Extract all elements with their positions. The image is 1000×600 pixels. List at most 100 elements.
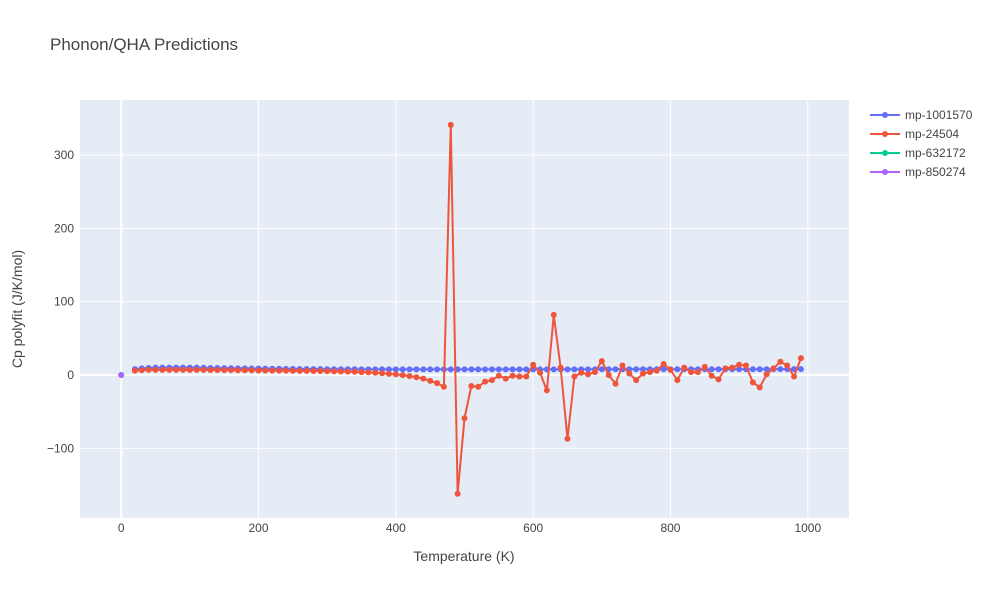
- legend-item[interactable]: mp-632172: [870, 146, 966, 160]
- data-point: [715, 376, 722, 383]
- data-point: [303, 367, 310, 374]
- data-point: [399, 366, 406, 373]
- data-point: [152, 366, 159, 373]
- data-point: [708, 366, 715, 373]
- data-point: [276, 367, 283, 374]
- data-point: [653, 367, 660, 374]
- data-point: [358, 369, 365, 376]
- legend-item[interactable]: mp-1001570: [870, 108, 973, 122]
- data-point: [482, 366, 489, 373]
- data-point: [289, 367, 296, 374]
- data-point: [454, 490, 461, 497]
- data-point: [248, 367, 255, 374]
- data-point: [564, 435, 571, 442]
- data-point: [262, 367, 269, 374]
- data-point: [179, 366, 186, 373]
- data-point: [344, 368, 351, 375]
- data-point: [379, 370, 386, 377]
- data-point: [743, 362, 750, 369]
- x-axis-label: Temperature (K): [413, 548, 514, 564]
- data-point: [241, 367, 248, 374]
- legend-label: mp-632172: [905, 146, 966, 160]
- series-mp-850274: [118, 372, 125, 378]
- data-point: [488, 366, 495, 373]
- y-axis-label: Cp polyfit (J/K/mol): [9, 250, 25, 368]
- chart-title: Phonon/QHA Predictions: [50, 35, 238, 54]
- data-point: [138, 367, 145, 374]
- data-point: [585, 371, 592, 378]
- data-point: [392, 371, 399, 378]
- data-point: [234, 367, 241, 374]
- data-point: [255, 367, 262, 374]
- data-point: [495, 366, 502, 373]
- data-point: [440, 383, 447, 390]
- data-point: [688, 369, 695, 376]
- data-point: [399, 372, 406, 379]
- y-tick-label: 200: [54, 221, 74, 235]
- data-point: [420, 366, 427, 373]
- data-point: [365, 369, 372, 376]
- y-tick-label: 100: [54, 295, 74, 309]
- data-point: [269, 367, 276, 374]
- legend-label: mp-1001570: [905, 108, 973, 122]
- data-point: [646, 369, 653, 376]
- data-point: [770, 365, 777, 372]
- y-tick-label: 0: [67, 368, 74, 382]
- data-point: [763, 366, 770, 373]
- data-point: [694, 369, 701, 376]
- data-point: [791, 373, 798, 380]
- x-tick-label: 200: [249, 521, 269, 535]
- data-point: [118, 372, 125, 378]
- data-point: [619, 362, 626, 369]
- data-point: [385, 366, 392, 373]
- data-point: [749, 379, 756, 386]
- data-point: [193, 366, 200, 373]
- data-point: [612, 380, 619, 387]
- y-tick-labels: −100 0 100 200 300: [47, 148, 74, 455]
- data-point: [173, 366, 180, 373]
- data-point: [729, 364, 736, 371]
- data-point: [523, 373, 530, 380]
- y-tick-label: −100: [47, 441, 74, 455]
- data-point: [557, 364, 564, 371]
- x-tick-label: 1000: [794, 521, 821, 535]
- data-point: [537, 369, 544, 376]
- data-point: [660, 361, 667, 367]
- data-point: [427, 377, 434, 384]
- data-point: [420, 375, 427, 382]
- data-point: [228, 367, 235, 374]
- data-point: [640, 366, 647, 373]
- data-point: [131, 367, 138, 374]
- data-point: [722, 365, 729, 372]
- data-point: [509, 372, 516, 379]
- data-point: [633, 377, 640, 384]
- legend-item[interactable]: mp-850274: [870, 165, 966, 179]
- legend-swatch-marker: [882, 169, 888, 175]
- data-point: [186, 366, 193, 373]
- data-point: [502, 366, 509, 373]
- data-point: [310, 367, 317, 374]
- data-point: [784, 362, 791, 369]
- data-point: [488, 377, 495, 384]
- data-point: [756, 384, 763, 391]
- data-point: [598, 366, 605, 373]
- data-point: [475, 383, 482, 390]
- data-point: [516, 373, 523, 380]
- data-point: [674, 366, 681, 373]
- data-point: [296, 367, 303, 374]
- data-point: [351, 368, 358, 375]
- data-point: [413, 366, 420, 373]
- data-point: [571, 373, 578, 380]
- data-point: [516, 366, 523, 373]
- series-mp-24504: [131, 121, 804, 497]
- data-point: [777, 366, 784, 373]
- data-point: [200, 366, 207, 373]
- legend-item[interactable]: mp-24504: [870, 127, 959, 141]
- data-point: [749, 366, 756, 373]
- data-point: [317, 368, 324, 375]
- data-point: [736, 366, 743, 373]
- data-point: [502, 375, 509, 382]
- legend-label: mp-24504: [905, 127, 959, 141]
- data-point: [605, 372, 612, 378]
